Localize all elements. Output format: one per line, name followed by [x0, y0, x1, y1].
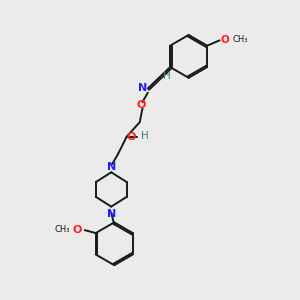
Text: O: O — [221, 35, 230, 45]
Text: O: O — [127, 132, 136, 142]
Text: N: N — [106, 162, 116, 172]
Text: CH₃: CH₃ — [55, 225, 70, 234]
Text: H: H — [164, 71, 171, 81]
Text: H: H — [141, 131, 148, 141]
Text: CH₃: CH₃ — [232, 35, 248, 44]
Text: O: O — [136, 100, 146, 110]
Text: O: O — [73, 224, 82, 235]
Text: N: N — [106, 209, 116, 219]
Text: N: N — [138, 83, 147, 93]
